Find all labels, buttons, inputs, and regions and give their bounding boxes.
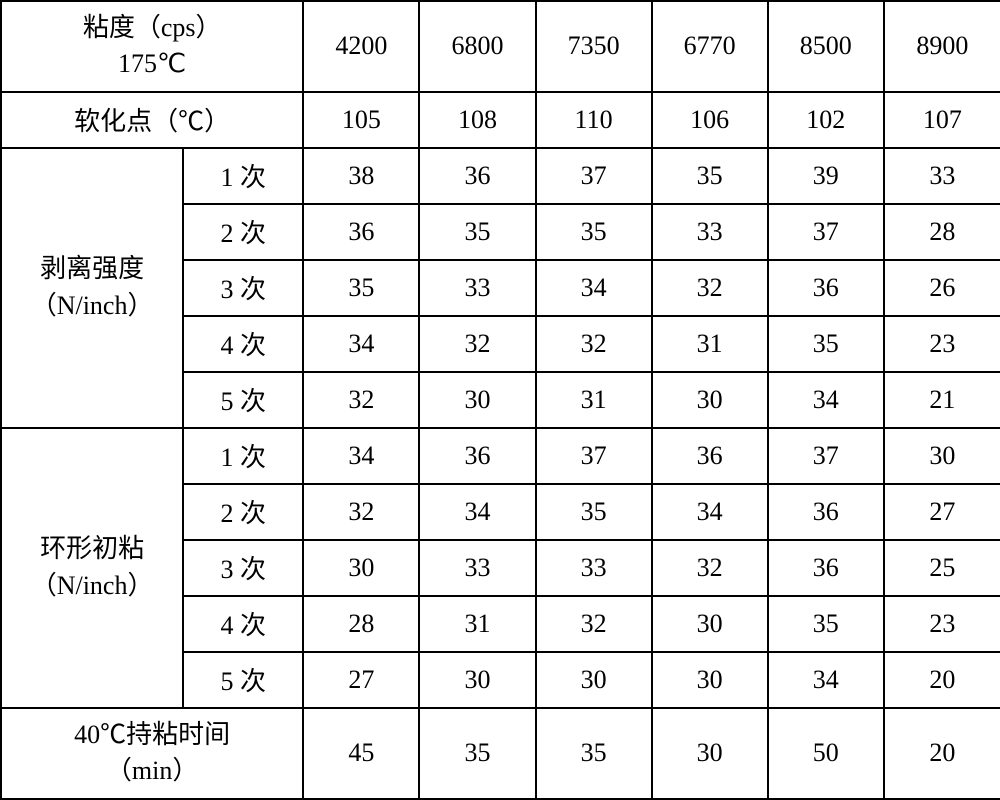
cell: 34 (768, 652, 884, 708)
table-row: 软化点（℃） 105 108 110 106 102 107 (1, 92, 1000, 148)
cell: 30 (652, 372, 768, 428)
cell: 32 (536, 596, 652, 652)
cell: 34 (768, 372, 884, 428)
cell: 31 (652, 316, 768, 372)
cell: 37 (768, 204, 884, 260)
cell: 30 (652, 652, 768, 708)
cell: 33 (652, 204, 768, 260)
cell: 31 (536, 372, 652, 428)
cell: 27 (303, 652, 419, 708)
trial-label: 4 次 (183, 596, 303, 652)
cell: 35 (768, 316, 884, 372)
cell: 36 (652, 428, 768, 484)
trial-label: 2 次 (183, 204, 303, 260)
cell: 35 (652, 148, 768, 204)
row-header-hold: 40℃持粘时间（min） (1, 708, 303, 799)
cell: 32 (303, 372, 419, 428)
trial-label: 4 次 (183, 316, 303, 372)
cell: 21 (884, 372, 1000, 428)
cell: 108 (419, 92, 535, 148)
cell: 32 (536, 316, 652, 372)
cell: 30 (419, 652, 535, 708)
cell: 36 (768, 540, 884, 596)
cell: 50 (768, 708, 884, 799)
table-row: 粘度（cps）175℃ 4200 6800 7350 6770 8500 890… (1, 1, 1000, 92)
cell: 36 (419, 428, 535, 484)
trial-label: 3 次 (183, 540, 303, 596)
cell: 7350 (536, 1, 652, 92)
cell: 31 (419, 596, 535, 652)
cell: 20 (884, 708, 1000, 799)
cell: 4200 (303, 1, 419, 92)
cell: 35 (419, 204, 535, 260)
trial-label: 1 次 (183, 428, 303, 484)
cell: 36 (303, 204, 419, 260)
row-header-viscosity: 粘度（cps）175℃ (1, 1, 303, 92)
trial-label: 3 次 (183, 260, 303, 316)
cell: 35 (536, 484, 652, 540)
cell: 34 (536, 260, 652, 316)
row-header-softening: 软化点（℃） (1, 92, 303, 148)
cell: 30 (419, 372, 535, 428)
cell: 39 (768, 148, 884, 204)
cell: 35 (536, 204, 652, 260)
cell: 23 (884, 316, 1000, 372)
cell: 34 (652, 484, 768, 540)
cell: 110 (536, 92, 652, 148)
cell: 36 (768, 260, 884, 316)
cell: 25 (884, 540, 1000, 596)
cell: 30 (884, 428, 1000, 484)
cell: 20 (884, 652, 1000, 708)
cell: 33 (884, 148, 1000, 204)
trial-label: 5 次 (183, 652, 303, 708)
cell: 34 (303, 428, 419, 484)
cell: 30 (303, 540, 419, 596)
table-row: 剥离强度（N/inch） 1 次 38 36 37 35 39 33 (1, 148, 1000, 204)
cell: 32 (652, 540, 768, 596)
cell: 28 (884, 204, 1000, 260)
cell: 35 (768, 596, 884, 652)
trial-label: 2 次 (183, 484, 303, 540)
cell: 36 (768, 484, 884, 540)
cell: 107 (884, 92, 1000, 148)
cell: 35 (303, 260, 419, 316)
table-row: 40℃持粘时间（min） 45 35 35 30 50 20 (1, 708, 1000, 799)
cell: 37 (536, 428, 652, 484)
cell: 32 (419, 316, 535, 372)
cell: 8900 (884, 1, 1000, 92)
cell: 30 (652, 596, 768, 652)
cell: 6770 (652, 1, 768, 92)
cell: 37 (768, 428, 884, 484)
cell: 23 (884, 596, 1000, 652)
cell: 32 (652, 260, 768, 316)
cell: 30 (652, 708, 768, 799)
cell: 33 (419, 540, 535, 596)
cell: 38 (303, 148, 419, 204)
cell: 106 (652, 92, 768, 148)
cell: 33 (419, 260, 535, 316)
cell: 8500 (768, 1, 884, 92)
cell: 102 (768, 92, 884, 148)
cell: 35 (419, 708, 535, 799)
trial-label: 5 次 (183, 372, 303, 428)
cell: 45 (303, 708, 419, 799)
cell: 34 (303, 316, 419, 372)
data-table: 粘度（cps）175℃ 4200 6800 7350 6770 8500 890… (0, 0, 1000, 800)
cell: 105 (303, 92, 419, 148)
cell: 6800 (419, 1, 535, 92)
table-row: 环形初粘（N/inch） 1 次 34 36 37 36 37 30 (1, 428, 1000, 484)
cell: 34 (419, 484, 535, 540)
cell: 26 (884, 260, 1000, 316)
cell: 35 (536, 708, 652, 799)
cell: 33 (536, 540, 652, 596)
cell: 36 (419, 148, 535, 204)
cell: 32 (303, 484, 419, 540)
cell: 37 (536, 148, 652, 204)
row-header-peel: 剥离强度（N/inch） (1, 148, 183, 428)
trial-label: 1 次 (183, 148, 303, 204)
cell: 28 (303, 596, 419, 652)
cell: 30 (536, 652, 652, 708)
cell: 27 (884, 484, 1000, 540)
row-header-loop: 环形初粘（N/inch） (1, 428, 183, 708)
